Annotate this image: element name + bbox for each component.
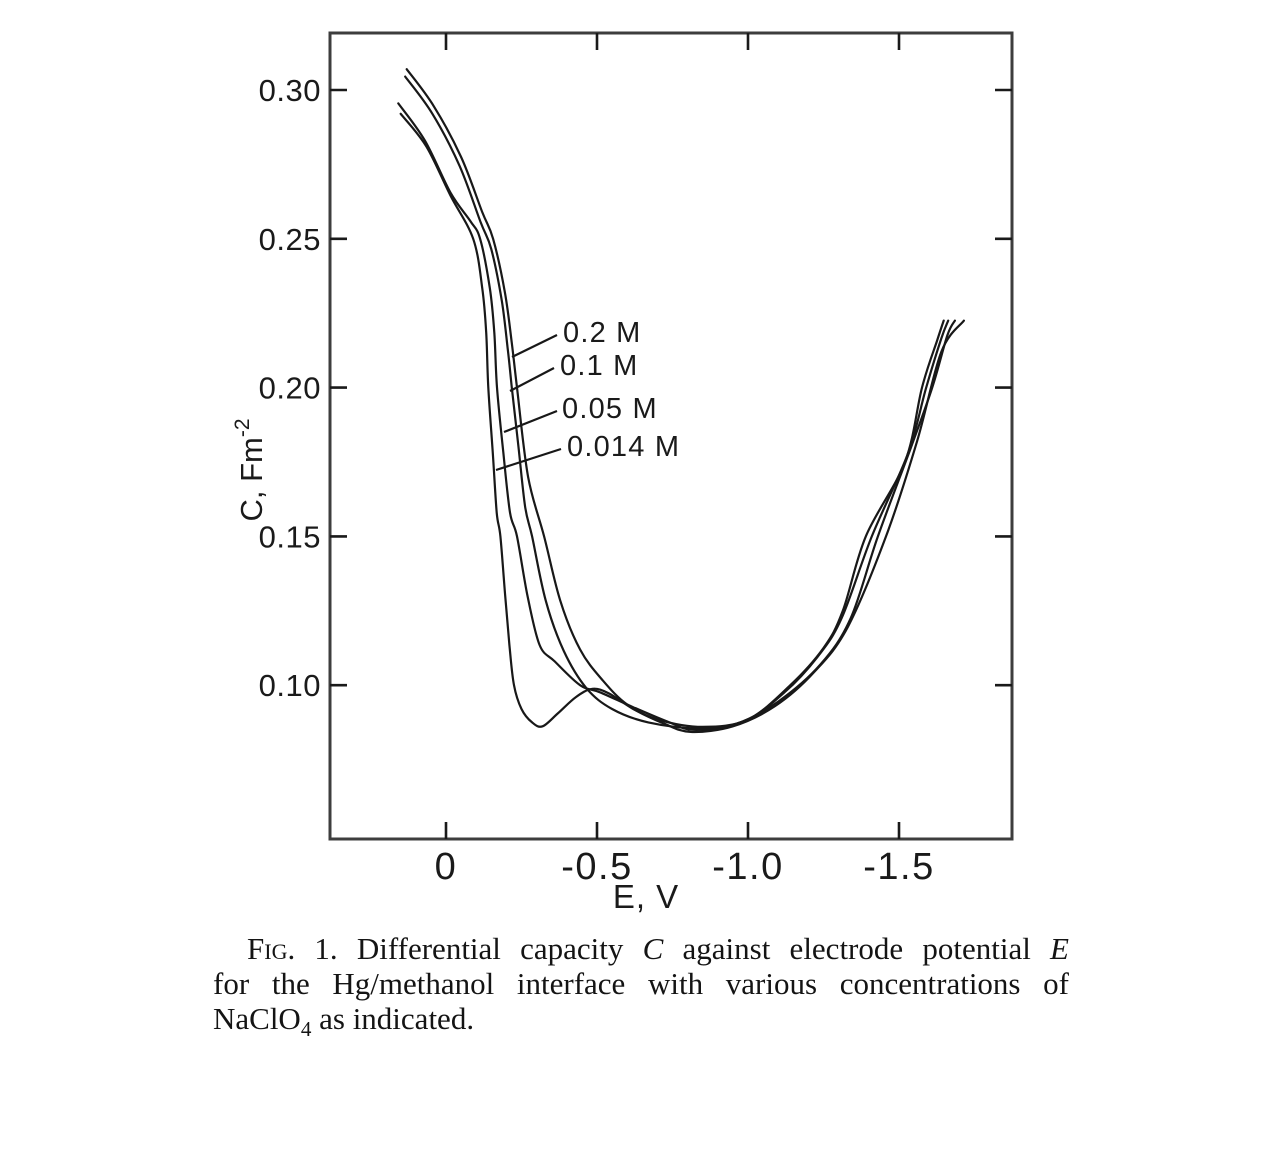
caption-line: Fig. 1. Differential capacity C against … [213,931,1069,966]
legend-label-3: 0.014 M [567,431,680,463]
curve-0-05-m [397,102,956,731]
caption-run: C [642,931,664,966]
x-tick-label-1: -0.5 [561,846,632,888]
y-tick-label-4: 0.10 [259,668,321,703]
curve-0-014-m [399,112,965,734]
y-axis-title: C, Fm-2 [231,418,269,521]
x-tick-label-0: 0 [435,846,458,888]
legend-label-2: 0.05 M [562,393,658,425]
curve-0-2-m [405,68,945,729]
caption-run: NaClO [213,1001,301,1036]
caption-line: for the Hg/methanol interface with vario… [213,966,1069,1001]
capacity-vs-potential-chart: 0 -0.5 -1.0 -1.5 0.30 0.25 0.20 0.15 0.10 E, V C, … [231,31,1014,915]
y-tick-label-2: 0.20 [259,371,321,406]
x-axis-title: E, V [613,878,679,915]
caption-run: Differential capacity [337,931,643,966]
y-tick-label-0: 0.30 [259,73,321,108]
caption-run: Fig. 1. [247,931,338,966]
legend-label-0: 0.2 M [563,317,642,349]
x-tick-label-2: -1.0 [712,846,783,888]
legend-leader-2 [503,409,558,434]
caption-run: against electrode potential [663,931,1051,966]
legend-leader-1 [509,367,555,392]
legend-leader-3 [495,447,562,472]
caption-run: as indicated. [311,1001,475,1036]
legend-label-1: 0.1 M [560,350,639,382]
x-tick-label-3: -1.5 [863,846,934,888]
caption-run: for the Hg/methanol interface with vario… [213,966,1069,1001]
caption-run: 4 [300,1017,312,1042]
caption-line: NaClO4 as indicated. [213,1001,1069,1040]
curve-0-1-m [404,75,950,730]
figure-caption: Fig. 1. Differential capacity C against … [213,931,1069,1040]
legend-leader-0 [511,334,558,358]
plot-frame [328,31,1014,841]
caption-run: E [1050,931,1069,966]
y-tick-label-3: 0.15 [259,519,321,554]
y-tick-label-1: 0.25 [259,222,321,257]
